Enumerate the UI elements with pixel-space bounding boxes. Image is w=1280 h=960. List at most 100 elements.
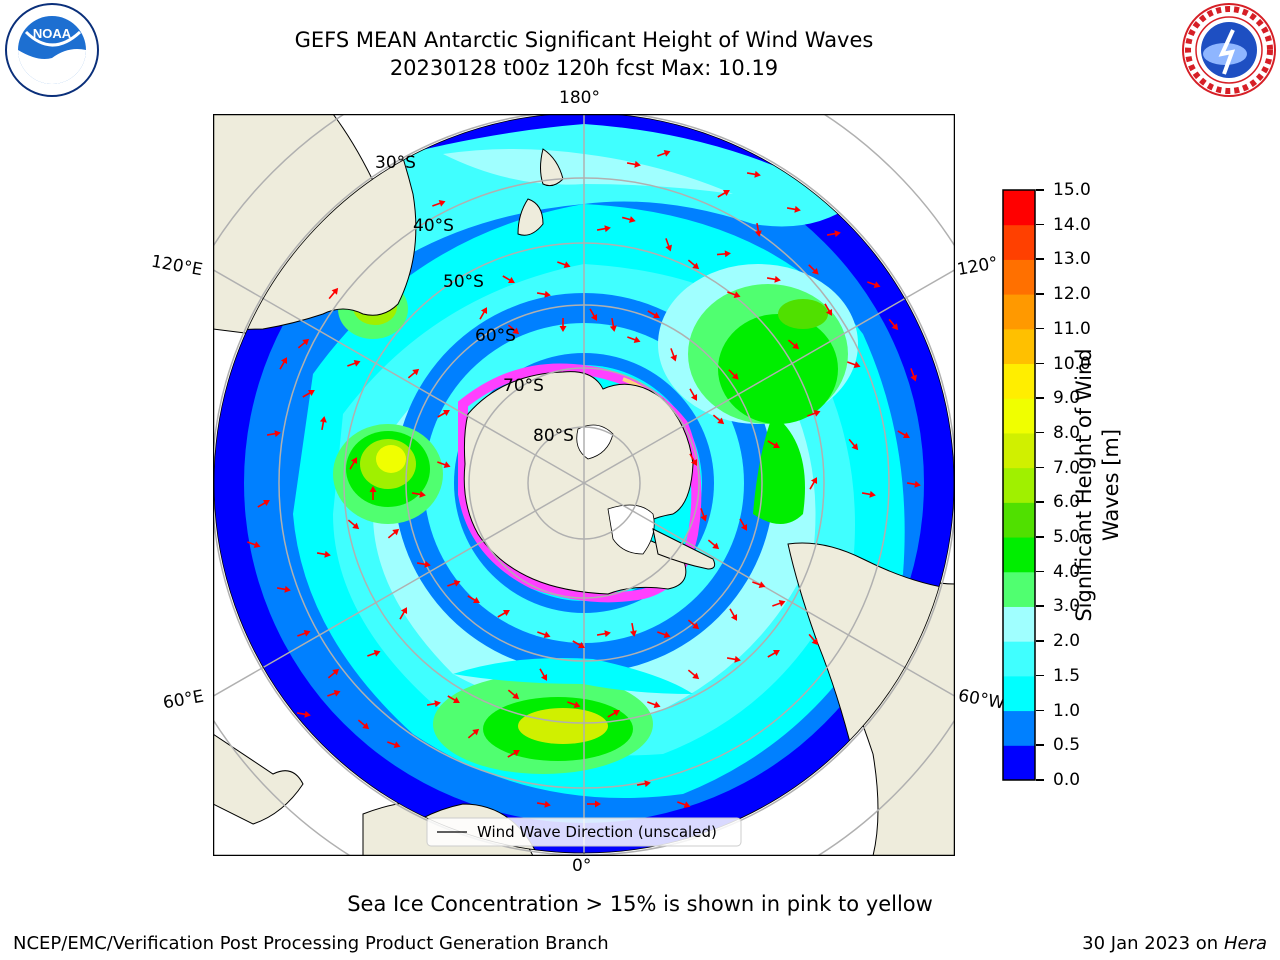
- colorbar-tick-label: 11.0: [1053, 318, 1091, 339]
- colorbar-tick-label: 5.0: [1053, 527, 1081, 548]
- wind-arrow: [767, 649, 780, 658]
- colorbar-bin: [1003, 224, 1035, 260]
- wind-arrow: [502, 275, 515, 284]
- map-panel: 30°S 40°S 50°S 60°S 70°S 80°S Wind Wave …: [213, 114, 955, 856]
- colorbar-tick-label: 2.0: [1053, 631, 1081, 652]
- wind-arrow: [559, 318, 567, 332]
- wind-arrow: [824, 303, 833, 316]
- wind-arrow: [411, 490, 426, 498]
- lat-label-80s: 80°S: [533, 426, 574, 446]
- wind-arrow: [316, 550, 331, 558]
- wind-arrow: [707, 539, 720, 550]
- colorbar-tick-mark: [1036, 327, 1044, 330]
- colorbar-tick-mark: [1036, 189, 1044, 191]
- wind-arrow: [266, 430, 281, 438]
- wind-arrow: [507, 749, 520, 758]
- colorbar-tick-mark: [1036, 258, 1044, 260]
- lon-label-60e: 60°E: [161, 686, 206, 714]
- colorbar-bin: [1003, 467, 1035, 503]
- wind-arrow: [627, 336, 641, 343]
- wind-arrow: [369, 486, 377, 500]
- wind-arrow: [432, 200, 446, 207]
- colorbar-bin: [1003, 537, 1035, 573]
- colorbar-tick-label: 12.0: [1053, 284, 1091, 305]
- wind-arrow: [596, 630, 611, 638]
- wind-arrow: [910, 368, 917, 382]
- wind-arrow: [357, 719, 370, 730]
- colorbar-tick-mark: [1036, 397, 1044, 399]
- colorbar-bin: [1003, 641, 1035, 677]
- colorbar-tick-label: 14.0: [1053, 214, 1091, 235]
- colorbar-tick-label: 0.0: [1053, 770, 1081, 790]
- wind-arrow: [728, 369, 739, 380]
- wind-arrow: [712, 414, 725, 425]
- wind-arrow: [689, 388, 698, 401]
- colorbar-bin: [1003, 745, 1035, 781]
- wind-arrow: [739, 518, 748, 531]
- wind-arrow: [746, 170, 761, 178]
- wind-arrow: [407, 368, 420, 379]
- wind-arrow: [467, 595, 480, 604]
- colorbar-bin: [1003, 675, 1035, 712]
- wind-arrow: [729, 608, 738, 621]
- wind-arrow: [847, 361, 861, 368]
- chart-title: GEFS MEAN Antarctic Significant Height o…: [294, 28, 874, 52]
- colorbar-tick-mark: [1036, 501, 1044, 503]
- nws-logo: [1182, 3, 1276, 97]
- colorbar-tick-label: 13.0: [1053, 249, 1091, 270]
- wind-arrow: [589, 308, 598, 321]
- colorbar-tick-mark: [1036, 431, 1044, 434]
- wind-arrow: [467, 728, 480, 739]
- wind-arrow: [687, 669, 700, 680]
- colorbar-bin: [1003, 328, 1035, 365]
- footer-branch: NCEP/EMC/Verification Post Processing Pr…: [13, 933, 609, 954]
- wind-arrow: [772, 600, 786, 607]
- wind-arrow: [347, 360, 361, 367]
- wind-arrow: [302, 389, 315, 398]
- colorbar-tick-label: 10.0: [1053, 353, 1091, 374]
- colorbar-bin: [1003, 259, 1035, 295]
- colorbar-tick-mark: [1036, 536, 1044, 538]
- wind-arrow: [297, 630, 311, 637]
- wind-arrow: [507, 689, 520, 700]
- wind-arrow: [807, 410, 821, 417]
- wind-arrow: [447, 695, 460, 704]
- wind-arrow: [626, 160, 641, 168]
- wind-arrow: [848, 438, 859, 451]
- footer-date-text: 30 Jan 2023 on: [1082, 933, 1224, 954]
- wind-arrow: [536, 800, 551, 808]
- colorbar-tick-mark: [1036, 362, 1044, 365]
- colorbar-label: Significant Height of Wind Waves [m]: [1072, 348, 1123, 622]
- wind-arrow: [479, 307, 488, 320]
- wind-arrow: [279, 357, 288, 370]
- wind-arrow: [536, 290, 551, 298]
- wind-arrow: [387, 528, 400, 539]
- wind-arrow: [888, 318, 899, 331]
- lon-label-120e: 120°E: [149, 251, 205, 281]
- wind-arrow: [647, 310, 660, 319]
- wind-arrow: [437, 409, 450, 418]
- wind-arrow: [349, 457, 358, 470]
- wind-arrow: [670, 348, 677, 362]
- sea-ice-note: Sea Ice Concentration > 15% is shown in …: [347, 892, 933, 916]
- wind-arrow: [507, 324, 520, 335]
- colorbar-tick-mark: [1036, 293, 1044, 295]
- wind-arrow: [621, 216, 636, 223]
- colorbar-tick-mark: [1036, 466, 1044, 469]
- chart-subtitle: 20230128 t00z 120h fcst Max: 10.19: [389, 56, 779, 80]
- wind-arrow: [665, 238, 672, 252]
- wind-arrow: [657, 631, 671, 638]
- wind-arrow: [557, 261, 571, 268]
- wind-arrow: [296, 710, 311, 718]
- wind-arrow: [754, 222, 762, 237]
- wind-arrow: [766, 275, 781, 283]
- wind-arrow: [716, 250, 731, 258]
- wind-arrow: [607, 709, 620, 718]
- lat-label-40s: 40°S: [413, 216, 454, 236]
- colorbar-bin: [1003, 432, 1035, 469]
- wind-arrow: [319, 416, 327, 431]
- colorbar-tick-mark: [1036, 605, 1044, 607]
- wind-arrow: [387, 741, 401, 748]
- noaa-logo-text: NOAA: [33, 26, 72, 41]
- colorbar-tick-label: 0.5: [1053, 735, 1081, 756]
